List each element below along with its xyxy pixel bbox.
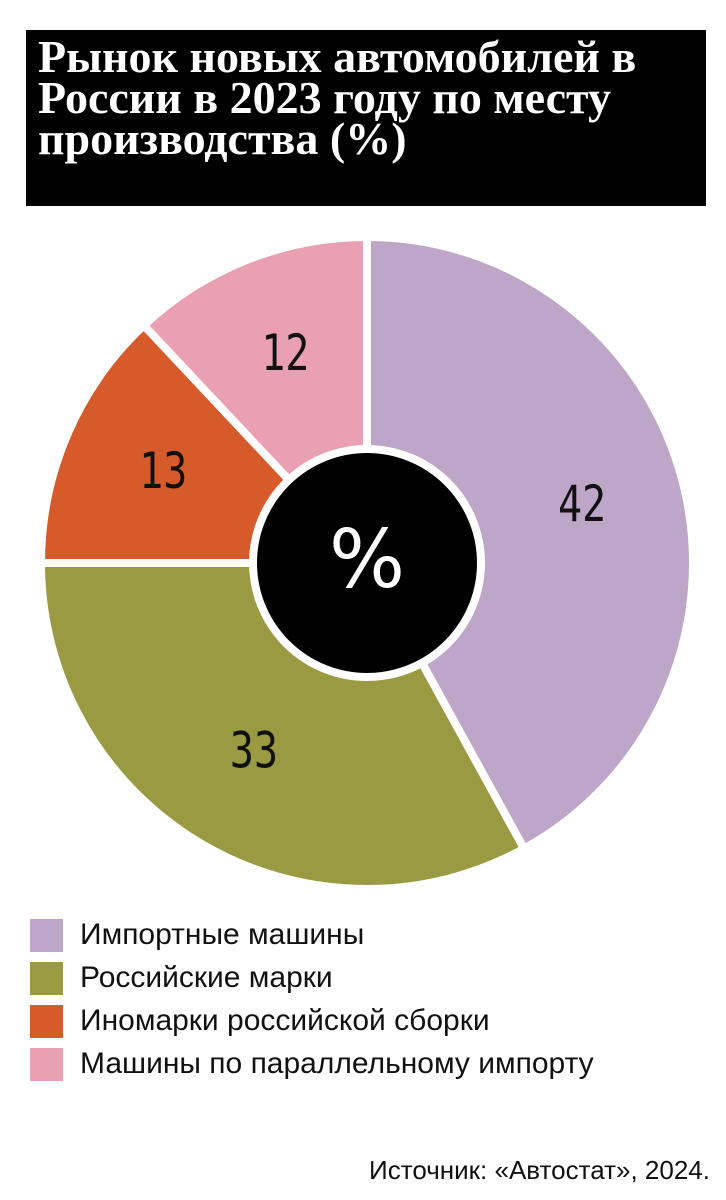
value-label: 13 bbox=[139, 442, 187, 501]
legend-swatch bbox=[30, 962, 63, 995]
legend-label: Иномарки российской сборки bbox=[80, 1004, 490, 1037]
chart-title: Рынок новых автомобилей в России в 2023 … bbox=[26, 30, 706, 206]
value-label: 33 bbox=[230, 721, 278, 780]
center-hole bbox=[249, 445, 485, 681]
chart: 42 33 13 12% Импортные машины Российские марк… bbox=[30, 232, 697, 1081]
center-label: % bbox=[329, 513, 405, 606]
slice bbox=[363, 232, 697, 855]
legend-swatch bbox=[30, 919, 63, 952]
legend-label: Российские марки bbox=[80, 961, 333, 994]
legend-label: Машины по параллельному импорту bbox=[80, 1047, 594, 1080]
legend-swatch bbox=[30, 1005, 63, 1038]
value-label: 42 bbox=[558, 475, 606, 534]
legend-label: Импортные машины bbox=[80, 918, 364, 951]
source: Источник: «Автостат», 2024. bbox=[369, 1155, 710, 1185]
value-label: 12 bbox=[261, 323, 309, 382]
legend-swatch bbox=[30, 1048, 63, 1081]
